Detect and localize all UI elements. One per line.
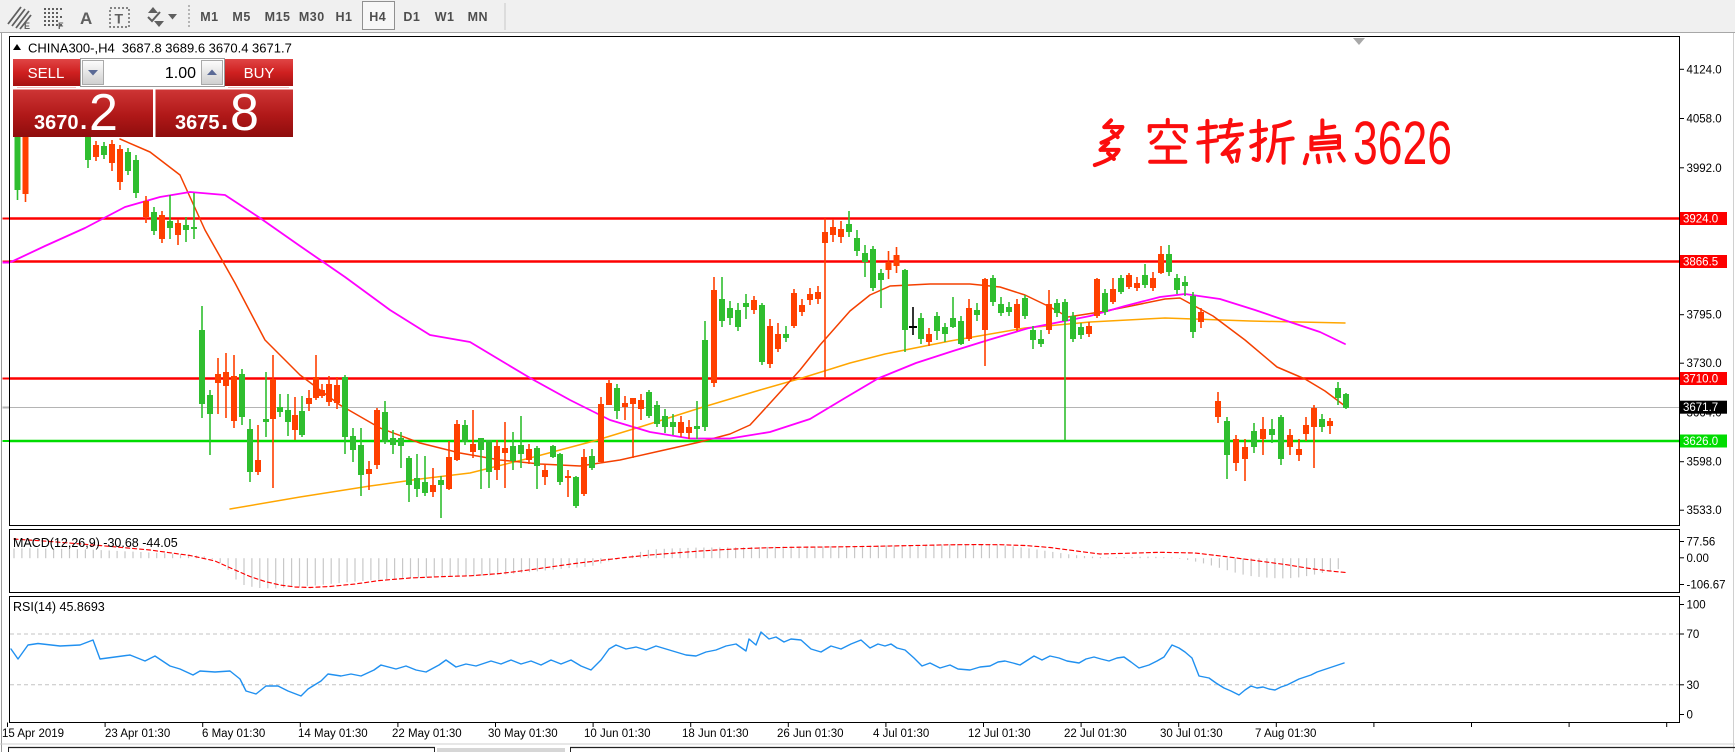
- svg-text:3675: 3675: [175, 112, 220, 134]
- svg-text:15 Apr 2019: 15 Apr 2019: [2, 728, 64, 740]
- svg-text:3626.0: 3626.0: [1683, 436, 1718, 448]
- svg-text:70: 70: [1687, 629, 1700, 641]
- svg-text:2: 2: [89, 84, 118, 142]
- svg-text:18 Jun 01:30: 18 Jun 01:30: [682, 728, 749, 740]
- svg-text:M5: M5: [232, 10, 250, 24]
- svg-text:SELL: SELL: [28, 65, 65, 82]
- svg-text:RSI(14) 45.8693: RSI(14) 45.8693: [13, 600, 105, 614]
- svg-text:30 Jul 01:30: 30 Jul 01:30: [1160, 728, 1223, 740]
- svg-text:1.00: 1.00: [165, 65, 196, 82]
- svg-text:14 May 01:30: 14 May 01:30: [298, 728, 368, 740]
- svg-text:.: .: [80, 105, 87, 135]
- svg-text:30: 30: [1687, 680, 1700, 692]
- svg-text:W1: W1: [435, 10, 455, 24]
- svg-text:D1: D1: [403, 10, 420, 24]
- svg-text:3992.0: 3992.0: [1687, 163, 1722, 175]
- svg-text:7 Aug 01:30: 7 Aug 01:30: [1255, 728, 1316, 740]
- svg-text:3924.0: 3924.0: [1683, 214, 1718, 226]
- svg-text:4 Jul 01:30: 4 Jul 01:30: [873, 728, 929, 740]
- svg-text:0: 0: [1687, 710, 1693, 722]
- svg-text:3670: 3670: [34, 112, 79, 134]
- svg-text:3795.0: 3795.0: [1687, 310, 1722, 322]
- svg-text:3598.0: 3598.0: [1687, 457, 1722, 469]
- svg-text:3533.0: 3533.0: [1687, 505, 1722, 517]
- svg-text:3710.0: 3710.0: [1683, 374, 1718, 386]
- svg-text:30 May 01:30: 30 May 01:30: [488, 728, 558, 740]
- svg-text:3626: 3626: [1353, 109, 1452, 177]
- svg-text:3730.0: 3730.0: [1687, 358, 1722, 370]
- svg-text:22 May 01:30: 22 May 01:30: [392, 728, 462, 740]
- svg-text:M1: M1: [200, 10, 218, 24]
- svg-text:12 Jul 01:30: 12 Jul 01:30: [968, 728, 1031, 740]
- svg-text:F: F: [58, 21, 64, 31]
- svg-text:H1: H1: [336, 10, 353, 24]
- svg-text:-106.67: -106.67: [1687, 580, 1726, 592]
- svg-text:E: E: [24, 21, 30, 31]
- svg-text:MN: MN: [468, 10, 488, 24]
- svg-text:6 May 01:30: 6 May 01:30: [202, 728, 265, 740]
- svg-text:3866.5: 3866.5: [1683, 257, 1718, 269]
- svg-text:3671.7: 3671.7: [1683, 402, 1718, 414]
- svg-text:CHINA300-,H4 3687.8 3689.6 36: CHINA300-,H4 3687.8 3689.6 3670.4 3671.7: [28, 41, 292, 56]
- svg-text:M30: M30: [299, 10, 325, 24]
- svg-text:4124.0: 4124.0: [1687, 64, 1722, 76]
- svg-text:22 Jul 01:30: 22 Jul 01:30: [1064, 728, 1127, 740]
- svg-text:23 Apr 01:30: 23 Apr 01:30: [105, 728, 170, 740]
- svg-text:100: 100: [1687, 600, 1706, 612]
- svg-text:H4: H4: [369, 10, 386, 24]
- svg-text:4058.0: 4058.0: [1687, 114, 1722, 126]
- svg-text:MACD(12,26,9) -30.68 -44.05: MACD(12,26,9) -30.68 -44.05: [13, 536, 178, 550]
- svg-text:26 Jun 01:30: 26 Jun 01:30: [777, 728, 844, 740]
- svg-text:0.00: 0.00: [1687, 553, 1709, 565]
- svg-text:BUY: BUY: [244, 65, 275, 82]
- svg-text:77.56: 77.56: [1687, 537, 1716, 549]
- svg-text:10 Jun 01:30: 10 Jun 01:30: [584, 728, 651, 740]
- svg-text:8: 8: [230, 84, 259, 142]
- svg-text:A: A: [80, 9, 92, 28]
- svg-text:.: .: [221, 105, 228, 135]
- svg-text:M15: M15: [265, 10, 291, 24]
- svg-text:T: T: [115, 11, 124, 27]
